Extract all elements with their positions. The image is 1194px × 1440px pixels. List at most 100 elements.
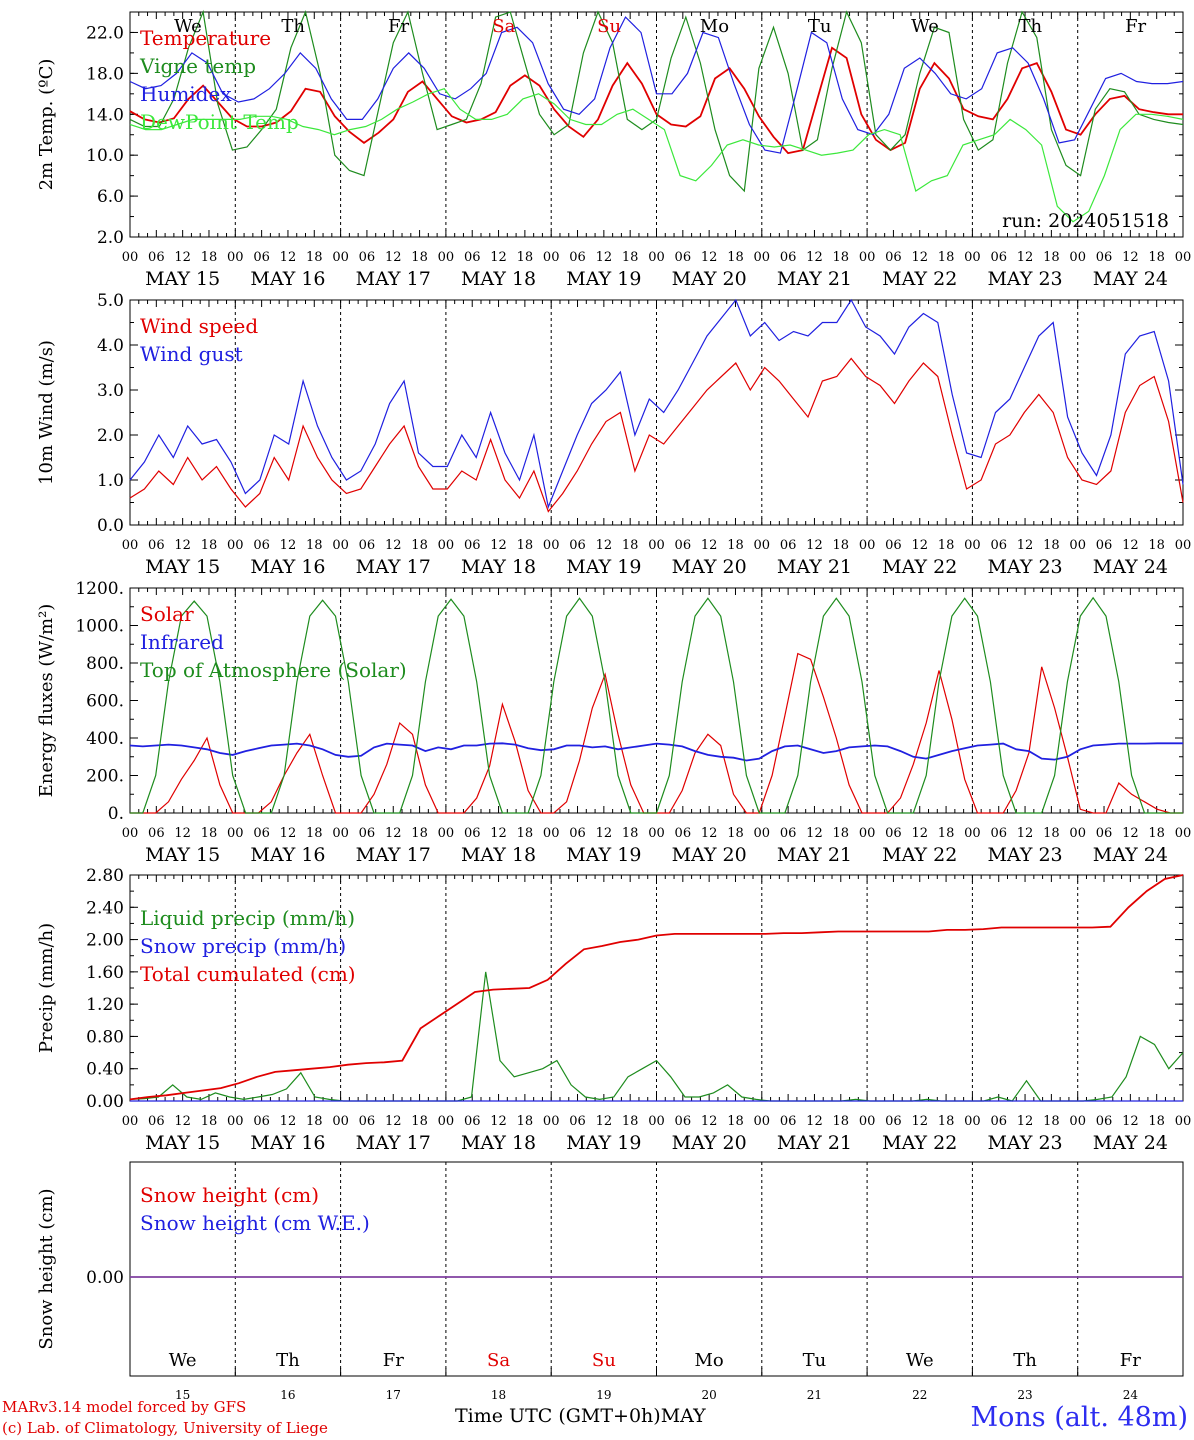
y-tick-label: 14.0 <box>86 105 124 125</box>
y-tick-label: 1.0 <box>97 471 124 491</box>
hour-label: 18 <box>938 538 955 553</box>
hour-label: 00 <box>1069 250 1086 265</box>
hour-label: 06 <box>569 250 586 265</box>
date-label: MAY 16 <box>250 844 325 866</box>
series-line <box>129 742 1183 762</box>
date-label: MAY 23 <box>987 1132 1062 1154</box>
date-label: MAY 19 <box>566 556 641 578</box>
hour-label: 18 <box>306 538 323 553</box>
y-tick-label: 1000. <box>75 617 124 637</box>
date-label: MAY 22 <box>882 268 957 290</box>
date-label: MAY 19 <box>566 1132 641 1154</box>
hour-label: 12 <box>174 538 191 553</box>
weekday-label: Su <box>597 16 621 37</box>
month-label: MAY <box>660 1405 706 1427</box>
hour-label: 06 <box>148 538 165 553</box>
hour-label: 12 <box>280 250 297 265</box>
hour-label: 06 <box>1096 826 1113 841</box>
legend-entry: Humidex <box>140 82 232 106</box>
series-line <box>129 298 1184 510</box>
hour-label: 12 <box>174 1114 191 1129</box>
hour-label: 18 <box>201 538 218 553</box>
legend-entry: Snow height (cm W.E.) <box>140 1211 370 1235</box>
date-label: MAY 17 <box>356 844 431 866</box>
legend-entry: Total cumulated (cm) <box>140 962 356 986</box>
day-number-label: 18 <box>491 1388 506 1402</box>
legend-entry: Vigne temp <box>139 54 256 78</box>
hour-label: 18 <box>727 1114 744 1129</box>
date-label: MAY 17 <box>356 268 431 290</box>
station-label: Mons (alt. 48m) <box>970 1402 1188 1433</box>
legend-entry: Solar <box>140 602 194 626</box>
hour-label: 00 <box>754 826 771 841</box>
date-label: MAY 22 <box>882 556 957 578</box>
legend-entry: Top of Atmosphere (Solar) <box>140 658 407 682</box>
y-tick-label: 18.0 <box>86 64 124 84</box>
y-tick-label: 2.00 <box>86 931 124 951</box>
hour-label: 06 <box>780 1114 797 1129</box>
y-tick-label: 0.00 <box>86 1268 124 1288</box>
legend-entry: DewPoint Temp <box>140 110 299 134</box>
hour-label: 00 <box>1069 538 1086 553</box>
series-line <box>129 9 1184 193</box>
date-label: MAY 19 <box>566 268 641 290</box>
legend-entry: Liquid precip (mm/h) <box>140 906 355 930</box>
hour-label: 00 <box>543 1114 560 1129</box>
date-label: MAY 20 <box>672 1132 747 1154</box>
hour-label: 12 <box>701 826 718 841</box>
weekday-label: We <box>174 16 202 37</box>
hour-label: 00 <box>438 250 455 265</box>
weekday-label: We <box>911 16 939 37</box>
y-axis-title: Precip (mm/h) <box>36 923 57 1053</box>
series-line <box>129 971 1184 1102</box>
hour-label: 00 <box>227 250 244 265</box>
hour-label: 12 <box>385 1114 402 1129</box>
y-tick-label: 1.60 <box>86 963 124 983</box>
hour-label: 00 <box>859 1114 876 1129</box>
day-number-label: 15 <box>175 1388 190 1402</box>
hour-label: 00 <box>332 1114 349 1129</box>
hour-label: 18 <box>622 1114 639 1129</box>
hour-label: 18 <box>411 538 428 553</box>
hour-label: 00 <box>543 826 560 841</box>
y-axis-title: 2m Temp. (ºC) <box>36 59 57 191</box>
date-label: MAY 22 <box>882 1132 957 1154</box>
hour-label: 00 <box>754 1114 771 1129</box>
weekday-label: Fr <box>1120 1350 1141 1371</box>
hour-label: 00 <box>964 538 981 553</box>
day-number-label: 16 <box>280 1388 295 1402</box>
hour-label: 12 <box>1122 538 1139 553</box>
date-label: MAY 21 <box>777 268 852 290</box>
y-tick-label: 1.20 <box>86 995 124 1015</box>
hour-label: 00 <box>964 826 981 841</box>
hour-label: 18 <box>833 250 850 265</box>
y-tick-label: 22.0 <box>86 23 124 43</box>
hour-label: 06 <box>675 826 692 841</box>
hour-label: 18 <box>517 538 534 553</box>
date-label: MAY 18 <box>461 1132 536 1154</box>
hour-label: 00 <box>1175 1114 1192 1129</box>
date-label: MAY 23 <box>987 268 1062 290</box>
weekday-label: Sa <box>487 1350 510 1371</box>
hour-label: 06 <box>569 538 586 553</box>
date-label: MAY 19 <box>566 844 641 866</box>
hour-label: 18 <box>1148 826 1165 841</box>
hour-label: 12 <box>701 1114 718 1129</box>
hour-label: 00 <box>648 826 665 841</box>
hour-label: 06 <box>1096 1114 1113 1129</box>
date-label: MAY 16 <box>250 1132 325 1154</box>
hour-label: 06 <box>990 538 1007 553</box>
hour-label: 00 <box>1175 250 1192 265</box>
hour-label: 12 <box>174 826 191 841</box>
weekday-label: Tu <box>808 16 832 37</box>
hour-label: 06 <box>1096 250 1113 265</box>
series-line <box>129 357 1184 513</box>
hour-label: 18 <box>306 250 323 265</box>
hour-label: 00 <box>1175 826 1192 841</box>
y-axis-title: 10m Wind (m/s) <box>36 340 57 485</box>
hour-label: 18 <box>833 538 850 553</box>
hour-label: 00 <box>754 538 771 553</box>
series-line <box>130 596 1183 814</box>
day-number-label: 23 <box>1017 1388 1032 1402</box>
